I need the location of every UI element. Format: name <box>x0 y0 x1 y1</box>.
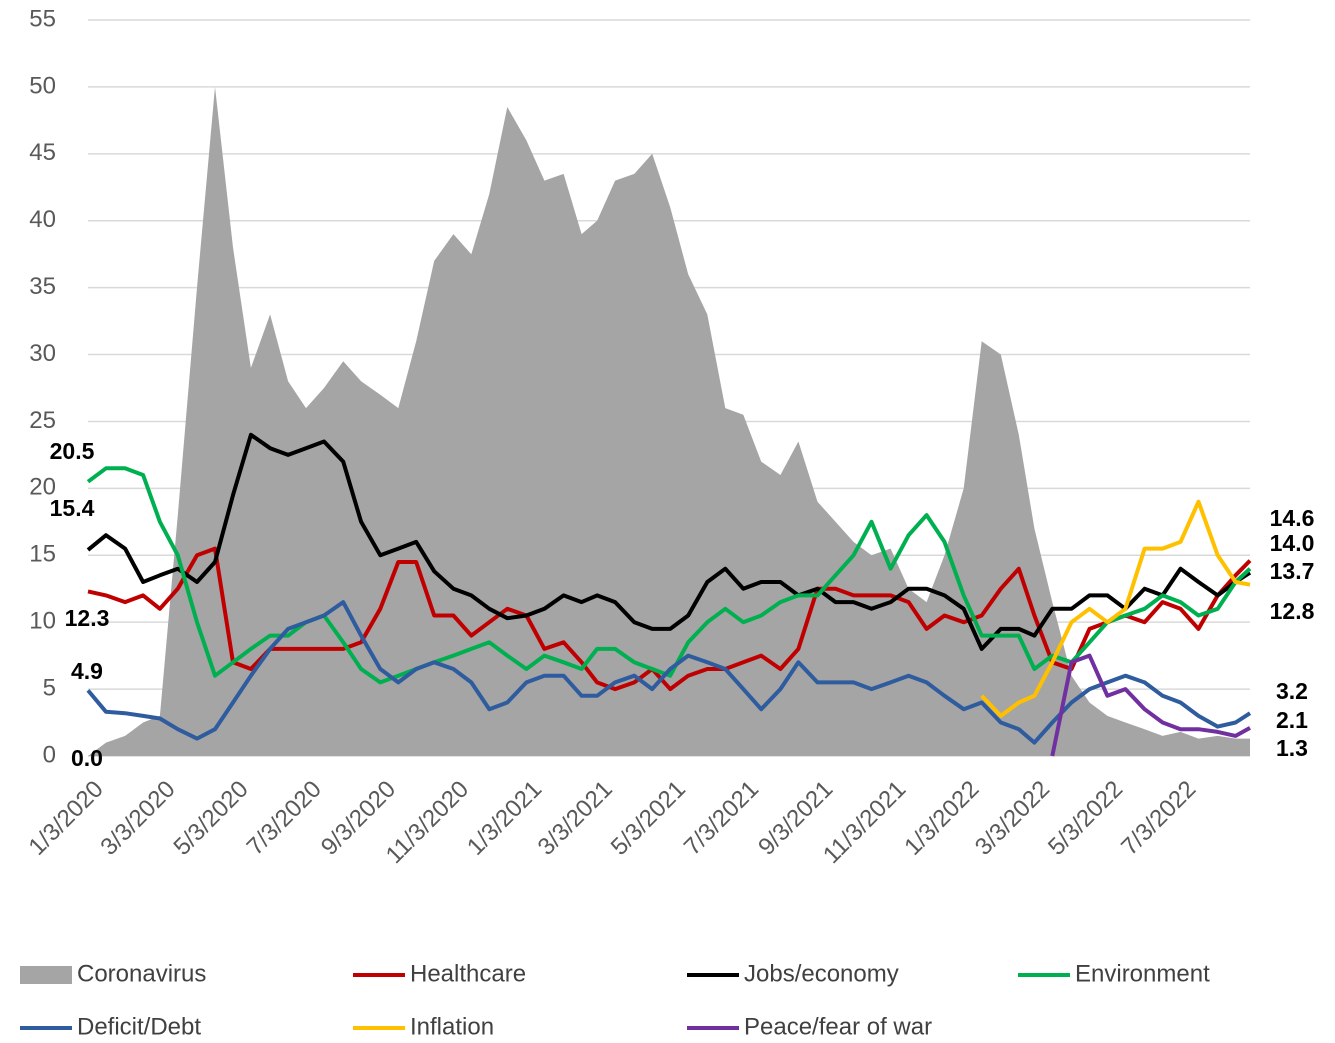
y-tick-label: 0 <box>43 741 56 768</box>
x-tick-label: 5/3/2020 <box>169 776 254 861</box>
legend-swatch <box>20 966 72 984</box>
y-tick-label: 45 <box>29 139 56 166</box>
data-label: 12.3 <box>65 605 110 631</box>
data-label: 15.4 <box>50 495 95 521</box>
data-label: 4.9 <box>71 658 103 684</box>
data-label: 2.1 <box>1276 707 1308 733</box>
line <box>86 432 1252 651</box>
data-label: 14.0 <box>1270 530 1315 556</box>
data-label: 3.2 <box>1276 678 1308 704</box>
x-tick-label: 3/3/2021 <box>533 776 618 861</box>
x-tick-label: 5/3/2022 <box>1043 776 1128 861</box>
legend-label: Jobs/economy <box>744 960 899 987</box>
x-tick-label: 1/3/2021 <box>462 776 547 861</box>
y-tick-label: 15 <box>29 541 56 568</box>
x-tick-label: 7/3/2020 <box>242 776 327 861</box>
x-tick-label: 1/3/2022 <box>899 776 984 861</box>
x-tick-label: 5/3/2021 <box>606 776 691 861</box>
data-label: 13.7 <box>1270 558 1315 584</box>
legend-label: Peace/fear of war <box>744 1013 932 1040</box>
line <box>980 499 1251 718</box>
x-tick-label: 3/3/2022 <box>970 776 1055 861</box>
legend-label: Inflation <box>410 1013 494 1040</box>
legend-label: Coronavirus <box>77 960 206 987</box>
data-label: 0.0 <box>71 745 103 771</box>
data-label: 1.3 <box>1276 735 1308 761</box>
y-tick-label: 50 <box>29 72 56 99</box>
data-label: 12.8 <box>1270 598 1315 624</box>
line <box>87 546 1252 692</box>
data-label: 14.6 <box>1270 505 1315 531</box>
x-tick-label: 7/3/2021 <box>679 776 764 861</box>
y-tick-label: 5 <box>43 674 56 701</box>
legend-label: Deficit/Debt <box>77 1013 201 1040</box>
data-label: 20.5 <box>50 438 95 464</box>
y-tick-label: 40 <box>29 206 56 233</box>
y-tick-label: 20 <box>29 474 56 501</box>
y-tick-label: 25 <box>29 407 56 434</box>
y-tick-label: 10 <box>29 608 56 635</box>
x-tick-label: 7/3/2022 <box>1116 776 1201 861</box>
x-tick-label: 3/3/2020 <box>95 776 180 861</box>
y-tick-label: 55 <box>29 5 56 32</box>
y-tick-label: 30 <box>29 340 56 367</box>
legend-label: Healthcare <box>410 960 526 987</box>
line <box>1050 653 1251 757</box>
y-tick-label: 35 <box>29 273 56 300</box>
x-tick-label: 1/3/2020 <box>24 776 109 861</box>
legend-label: Environment <box>1075 960 1210 987</box>
